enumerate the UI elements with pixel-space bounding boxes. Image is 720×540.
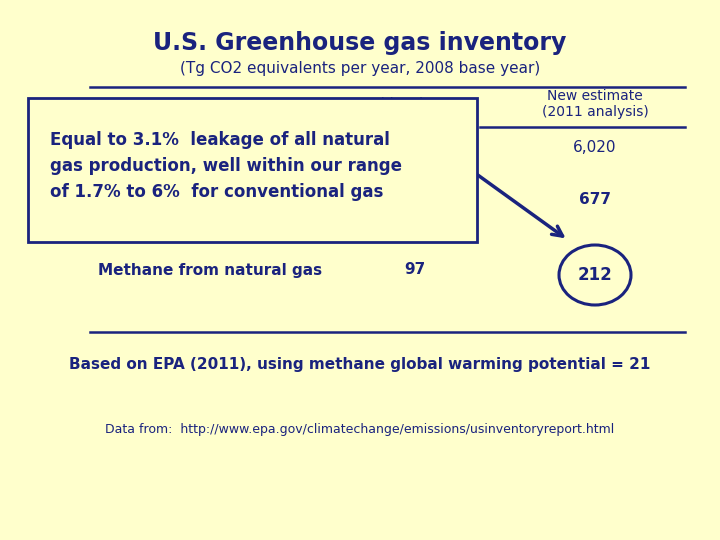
Text: Equal to 3.1%  leakage of all natural
gas production, well within our range
of 1: Equal to 3.1% leakage of all natural gas…	[50, 131, 402, 201]
Text: Old estimate: Old estimate	[370, 97, 459, 111]
Text: 212: 212	[577, 266, 613, 284]
Text: Data from:  http://www.epa.gov/climatechange/emissions/usinventoryreport.html: Data from: http://www.epa.gov/climatecha…	[105, 423, 615, 436]
Text: 677: 677	[579, 192, 611, 207]
Text: 568: 568	[399, 192, 431, 207]
Text: New estimate
(2011 analysis): New estimate (2011 analysis)	[541, 89, 649, 119]
Text: U.S. Greenhouse gas inventory: U.S. Greenhouse gas inventory	[153, 31, 567, 55]
Text: (Tg CO2 equivalents per year, 2008 base year): (Tg CO2 equivalents per year, 2008 base …	[180, 60, 540, 76]
Text: 97: 97	[405, 262, 426, 278]
Text: Methane from natural gas: Methane from natural gas	[98, 262, 322, 278]
Text: Methane emissions: Methane emissions	[127, 192, 293, 207]
Text: Based on EPA (2011), using methane global warming potential = 21: Based on EPA (2011), using methane globa…	[69, 357, 651, 373]
FancyBboxPatch shape	[28, 98, 477, 242]
Text: 6,020: 6,020	[573, 139, 617, 154]
